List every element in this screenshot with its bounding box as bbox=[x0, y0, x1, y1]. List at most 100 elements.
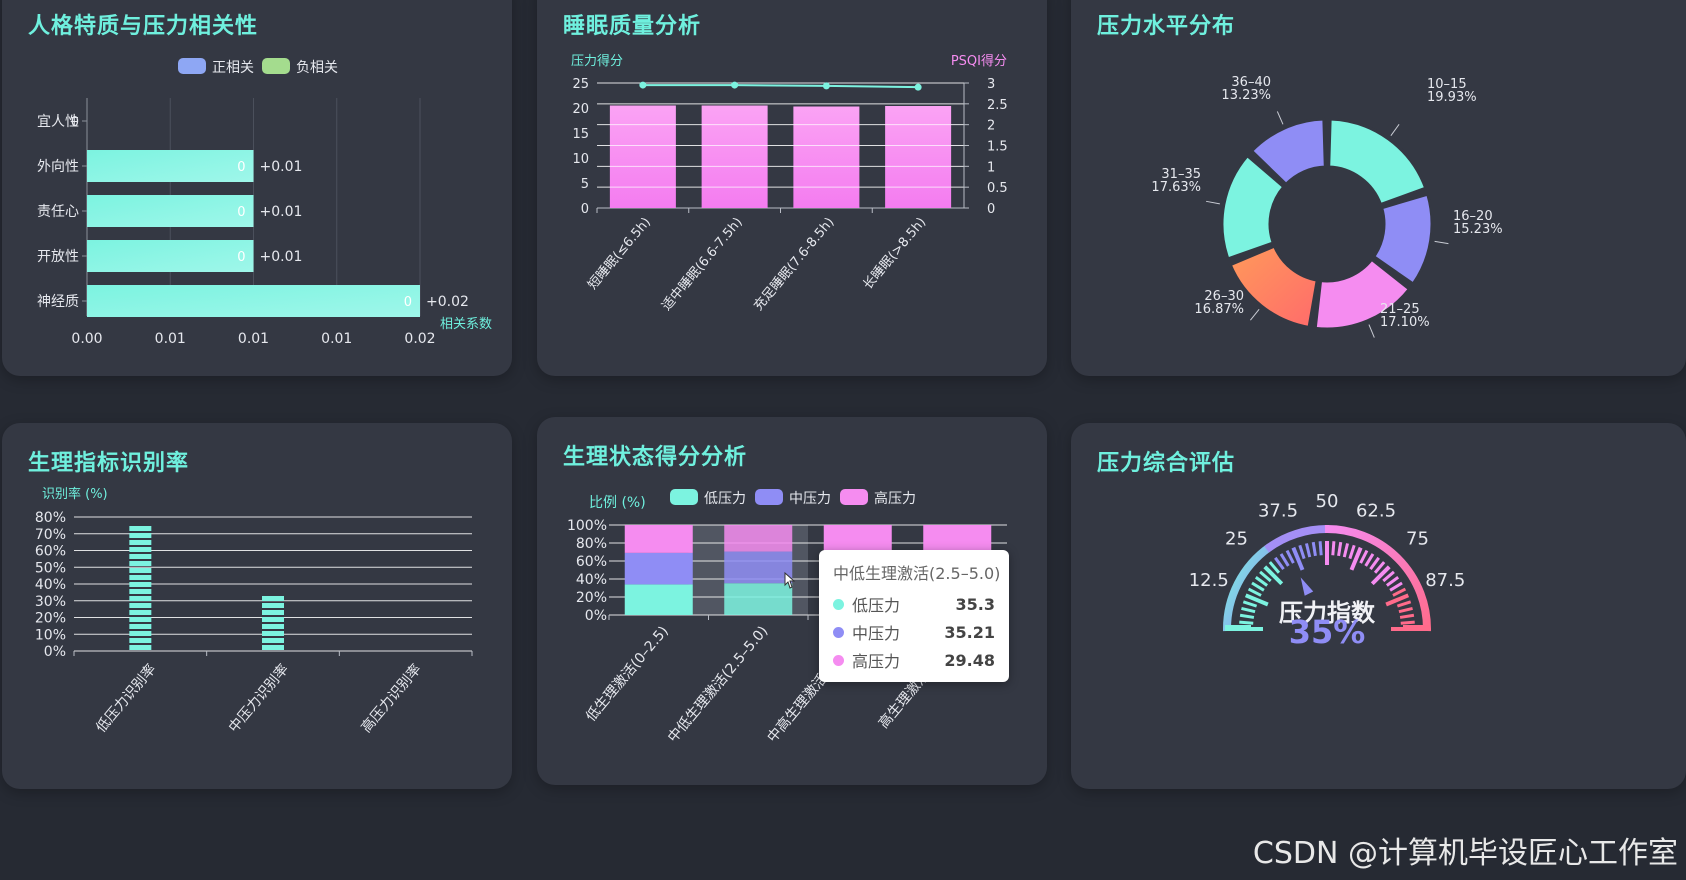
slice-label: 16–20 bbox=[1453, 209, 1493, 224]
legend-dot-icon bbox=[833, 626, 844, 638]
gauge-pointer-icon bbox=[1300, 577, 1314, 596]
tooltip-row-name: 中压力 bbox=[852, 624, 901, 643]
gauge-tick bbox=[1279, 553, 1290, 567]
y-tick-label: 神经质 bbox=[37, 294, 79, 310]
bar-segment bbox=[724, 525, 793, 552]
y-tick-label: 外向性 bbox=[37, 159, 79, 175]
bar-segment bbox=[129, 603, 152, 608]
bar-segment bbox=[262, 638, 284, 643]
bar-segment bbox=[129, 568, 152, 573]
gauge-tick bbox=[1291, 546, 1305, 571]
y-tick-label: 宜人性 bbox=[37, 114, 79, 130]
gauge-tick bbox=[1342, 543, 1350, 558]
gauge-panel: 压力综合评估 12.5 25 37.5 50 62.5 75 87.5 压力指数 35% bbox=[1071, 423, 1686, 789]
bar-segment bbox=[823, 525, 892, 553]
pie-slice bbox=[1327, 117, 1428, 207]
gauge-tick bbox=[1241, 606, 1256, 614]
y-tick-label: 开放性 bbox=[37, 249, 79, 265]
y-tick-label-right: 0 bbox=[987, 202, 995, 217]
y-tick-label: 70% bbox=[35, 527, 66, 543]
watermark: CSDN @计算机毕设匠心工作室 bbox=[1252, 836, 1678, 871]
y-tick-label: 60% bbox=[35, 544, 66, 560]
y-tick-label-left: 20 bbox=[572, 102, 589, 117]
y-axis-label: 识别率 (%) bbox=[42, 486, 108, 502]
panel-title: 生理指标识别率 bbox=[28, 451, 190, 476]
panel-title: 睡眠质量分析 bbox=[563, 14, 702, 39]
x-tick-label: 低压力识别率 bbox=[92, 661, 159, 736]
gauge-tick bbox=[1370, 565, 1391, 586]
physio-rate-panel: 生理指标识别率 识别率 (%) 0% 10% 20% 30% 40% 50% 60% 70% 80… bbox=[2, 423, 512, 789]
physio-rate-chart: 识别率 (%) 0%10%20%30%40%50%60%70%80% 低压力识别率中… bbox=[35, 486, 473, 736]
y-tick-label: 60% bbox=[576, 554, 607, 570]
bar-segment bbox=[724, 583, 793, 615]
bar bbox=[793, 106, 860, 208]
y-tick-label: 20% bbox=[576, 590, 607, 606]
gauge-tick-label: 12.5 bbox=[1189, 570, 1229, 591]
line-point bbox=[822, 82, 830, 90]
gauge-tick-label: 50 bbox=[1316, 491, 1339, 512]
gauge-tick bbox=[1259, 570, 1272, 583]
y-tick-label-left: 10 bbox=[572, 152, 589, 167]
gauge-value: 35% bbox=[1289, 613, 1366, 651]
gauge-tick bbox=[1251, 581, 1265, 592]
gauge-tick bbox=[1400, 620, 1415, 625]
gauge-tick bbox=[1311, 541, 1317, 557]
y-tick-label: 20% bbox=[35, 611, 66, 627]
legend-label: 高压力 bbox=[874, 490, 916, 507]
gauge-tick bbox=[1348, 544, 1356, 560]
panel-title: 生理状态得分分析 bbox=[563, 445, 748, 470]
gauge-arc bbox=[1324, 525, 1431, 632]
y-tick-label-left: 25 bbox=[572, 77, 589, 92]
bar-segment bbox=[262, 631, 284, 636]
gauge-tick bbox=[1263, 565, 1284, 586]
bar-segment bbox=[624, 552, 693, 585]
gauge-tick bbox=[1389, 581, 1403, 592]
slice-percent: 17.63% bbox=[1151, 180, 1201, 195]
bar bbox=[87, 195, 254, 227]
gauge-tick bbox=[1373, 561, 1386, 574]
x-axis-label: 相关系数 bbox=[440, 317, 492, 332]
bar-segment bbox=[129, 645, 152, 650]
bar-segment bbox=[129, 540, 152, 545]
label-leader bbox=[1276, 111, 1284, 125]
gauge-tick bbox=[1364, 553, 1375, 567]
pie-slice bbox=[1372, 192, 1434, 286]
legend-label: 中压力 bbox=[789, 491, 831, 507]
tooltip-title: 中低生理激活(2.5–5.0) bbox=[833, 564, 1001, 583]
bar-inner-label: 0 bbox=[71, 115, 79, 130]
legend-swatch bbox=[840, 489, 868, 505]
bar-segment bbox=[129, 624, 152, 629]
bar-segment bbox=[129, 554, 152, 559]
gauge-tick bbox=[1385, 576, 1400, 587]
y-tick-label-right: 1.5 bbox=[987, 140, 1008, 155]
pie-slice bbox=[1250, 117, 1327, 186]
bar-segment bbox=[262, 603, 284, 608]
y-tick-label-right: 1 bbox=[987, 160, 995, 175]
slice-percent: 16.87% bbox=[1194, 302, 1244, 317]
x-tick-label: 短睡眠(≤6.5h) bbox=[585, 215, 654, 293]
x-tick-label: 0.01 bbox=[238, 331, 269, 347]
gauge-tick bbox=[1369, 556, 1380, 571]
label-leader bbox=[1434, 240, 1449, 245]
gauge-tick bbox=[1247, 587, 1262, 597]
tooltip-row: 高压力 29.48 bbox=[833, 646, 995, 674]
gauge-tick bbox=[1398, 606, 1413, 614]
bar-value-label: +0.01 bbox=[260, 204, 303, 220]
mouse-pointer-icon bbox=[784, 571, 796, 589]
y-tick-label: 10% bbox=[35, 627, 66, 643]
gauge-end-stub bbox=[1225, 625, 1251, 631]
gauge-end-stub bbox=[1403, 625, 1429, 631]
pie-slice bbox=[1220, 154, 1286, 261]
gauge-tick bbox=[1242, 600, 1258, 608]
tooltip-row-value: 29.48 bbox=[944, 650, 995, 670]
bar-inner-label: 0 bbox=[237, 160, 245, 175]
y-tick-label: 50% bbox=[35, 560, 66, 576]
bar-segment bbox=[262, 610, 284, 615]
gauge-tick bbox=[1392, 587, 1407, 597]
x-tick-label: 低生理激活(0–2.5) bbox=[582, 623, 672, 725]
bar-segment bbox=[262, 645, 284, 650]
y-axis-label-left: 压力得分 bbox=[571, 53, 623, 69]
gauge-tick-label: 37.5 bbox=[1258, 501, 1298, 522]
